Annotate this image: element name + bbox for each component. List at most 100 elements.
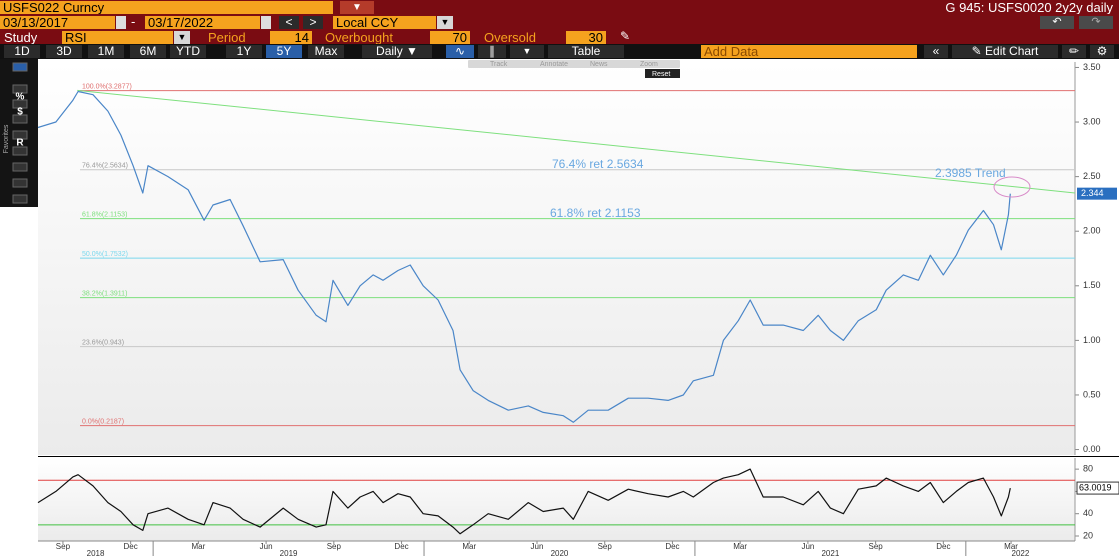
chart-tool: Annotate xyxy=(540,61,568,68)
start-date[interactable]: 03/13/2017 xyxy=(0,16,115,29)
chart-tool: Zoom xyxy=(640,61,658,68)
x-tick-label: Mar xyxy=(1004,542,1018,551)
header-bar: USFS022 Curncy ▼ G 945: USFS0020 2y2y da… xyxy=(0,0,1119,30)
side-tool-icon xyxy=(12,99,28,109)
y-tick-label: 0.00 xyxy=(1083,444,1101,454)
annotation: 61.8% ret 2.1153 xyxy=(550,206,641,220)
chart-tools-bar xyxy=(468,60,680,68)
year-label: 2021 xyxy=(821,549,839,556)
chart-area: % $ R Favorites Track Annotate News Zoom Reset 0.… xyxy=(0,59,1119,556)
trend-line xyxy=(77,89,1076,194)
oversold-field[interactable]: 30 xyxy=(566,31,606,44)
period-label: Period xyxy=(208,31,246,44)
study-bar: Study RSI ▼ Period 14 Overbought 70 Over… xyxy=(0,30,1119,44)
frequency-button[interactable]: Daily ▼ xyxy=(362,45,432,58)
calendar-icon[interactable] xyxy=(261,16,271,29)
y-tick-label: 0.50 xyxy=(1083,389,1101,399)
fib-level-label: 23.6%(0.943) xyxy=(82,339,124,346)
rsi-last-label: 63.0019 xyxy=(1079,482,1112,492)
side-label: Favorites xyxy=(3,124,10,153)
prev-button[interactable]: < xyxy=(279,16,299,29)
y-tick-label: 80 xyxy=(1083,464,1093,474)
line-type-button[interactable]: ∿ xyxy=(446,45,474,58)
pen-icon[interactable]: ✎ xyxy=(620,30,631,43)
chart-tool: Track xyxy=(490,61,508,68)
side-tool-icon xyxy=(12,130,28,140)
x-tick-label: Jun xyxy=(531,542,544,551)
calendar-icon[interactable] xyxy=(116,16,126,29)
x-tick-label: Mar xyxy=(191,542,205,551)
y-tick-label: 2.50 xyxy=(1083,171,1101,181)
side-tool-label: % xyxy=(16,92,25,103)
window-title: G 945: USFS0020 2y2y daily xyxy=(945,1,1113,14)
currency-dropdown[interactable]: ▼ xyxy=(437,16,453,29)
study-dropdown[interactable]: ▼ xyxy=(174,31,190,44)
range-button[interactable]: 1Y xyxy=(226,45,262,58)
last-price-label: 2.344 xyxy=(1081,188,1104,198)
bar-type-button[interactable]: ∥ xyxy=(478,45,506,58)
x-tick-label: Dec xyxy=(936,542,950,551)
x-tick-label: Dec xyxy=(394,542,408,551)
range-button[interactable]: 1D xyxy=(4,45,40,58)
redo-button[interactable]: ↷ xyxy=(1079,16,1113,29)
x-tick-label: Dec xyxy=(124,542,138,551)
edit-chart-label: Edit Chart xyxy=(985,45,1039,58)
oversold-label: Oversold xyxy=(484,31,537,44)
side-tool-label: R xyxy=(16,138,24,149)
next-button[interactable]: > xyxy=(303,16,323,29)
y-tick-label: 1.50 xyxy=(1083,280,1101,290)
study-label: Study xyxy=(4,31,38,44)
year-label: 2022 xyxy=(1012,549,1030,556)
annotation-circle xyxy=(993,176,1031,198)
settings-button[interactable]: ⚙ xyxy=(1090,45,1114,58)
study-field[interactable]: RSI xyxy=(62,31,173,44)
range-button[interactable]: 5Y xyxy=(266,45,302,58)
date-dash: - xyxy=(131,15,136,28)
fib-level-label: 0.0%(0.2187) xyxy=(82,419,124,426)
x-tick-label: Jun xyxy=(801,542,814,551)
tool-button[interactable]: ✏ xyxy=(1062,45,1086,58)
range-button[interactable]: 3D xyxy=(46,45,82,58)
y-tick-label: 3.00 xyxy=(1083,116,1101,126)
type-dropdown[interactable]: ▼ xyxy=(510,45,544,58)
reset-button xyxy=(645,69,680,78)
x-tick-label: Jun xyxy=(260,542,273,551)
range-button[interactable]: Max xyxy=(308,45,344,58)
currency-field[interactable]: Local CCY xyxy=(333,16,436,29)
undo-button[interactable]: ↶ xyxy=(1040,16,1074,29)
fib-level-label: 100.0%(3.2877) xyxy=(82,83,132,90)
overbought-field[interactable]: 70 xyxy=(430,31,470,44)
x-tick-label: Sep xyxy=(56,542,71,551)
x-tick-label: Mar xyxy=(462,542,476,551)
y-tick-label: 1.00 xyxy=(1083,335,1101,345)
rsi-line xyxy=(37,468,1011,535)
range-button[interactable]: 1M xyxy=(88,45,124,58)
price-line xyxy=(37,90,1011,423)
table-button[interactable]: Table xyxy=(548,45,624,58)
fib-level-label: 50.0%(1.7532) xyxy=(82,251,128,258)
collapse-button[interactable]: « xyxy=(924,45,948,58)
x-tick-label: Dec xyxy=(665,542,679,551)
overbought-label: Overbought xyxy=(325,31,393,44)
range-button[interactable]: YTD xyxy=(170,45,206,58)
year-label: 2018 xyxy=(87,549,105,556)
edit-chart-button[interactable]: ✎ Edit Chart xyxy=(952,45,1058,58)
fib-level-label: 61.8%(2.1153) xyxy=(82,211,127,218)
side-tool-icon xyxy=(12,178,28,188)
side-tool-label: $ xyxy=(17,107,23,118)
side-tool-icon xyxy=(12,194,28,204)
last-price-tag xyxy=(1077,187,1117,200)
annotation: 76.4% ret 2.5634 xyxy=(552,157,644,171)
security-dropdown[interactable]: ▼ xyxy=(340,1,374,14)
y-tick-label: 3.50 xyxy=(1083,62,1101,72)
security-field[interactable]: USFS022 Curncy xyxy=(0,1,333,14)
year-label: 2020 xyxy=(551,549,569,556)
side-tool-icon xyxy=(12,114,28,124)
x-tick-label: Sep xyxy=(598,542,613,551)
side-tool-icon xyxy=(12,84,28,94)
range-button[interactable]: 6M xyxy=(130,45,166,58)
period-field[interactable]: 14 xyxy=(270,31,312,44)
add-data-field[interactable]: Add Data xyxy=(701,45,917,58)
end-date[interactable]: 03/17/2022 xyxy=(145,16,260,29)
